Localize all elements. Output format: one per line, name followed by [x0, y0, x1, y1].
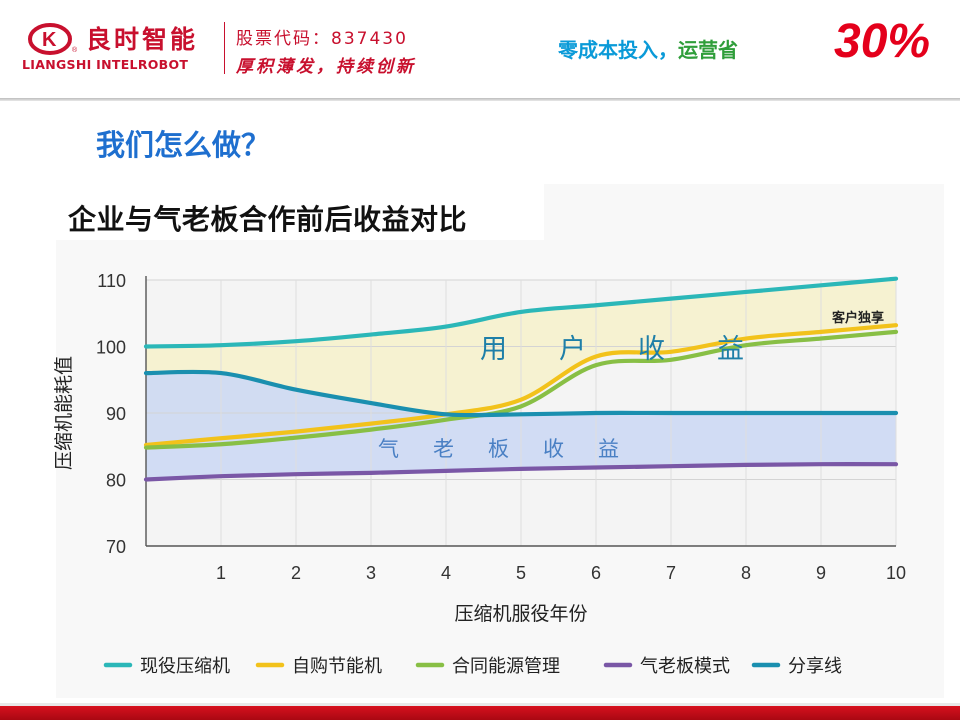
series-line-1	[143, 323, 899, 448]
slogan-percent: 30%	[834, 15, 931, 68]
series-line-0	[143, 276, 899, 349]
svg-text:K: K	[42, 29, 57, 51]
x-tick-label: 10	[886, 563, 906, 583]
legend-label: 自购节能机	[292, 656, 382, 677]
brand-name-en: LIANGSHI INTELROBOT	[22, 57, 189, 72]
brand-logo-icon: K ®	[28, 23, 78, 55]
stock-code: 股票代码：837430	[236, 29, 408, 49]
chart-title-box	[56, 184, 544, 240]
svg-text:®: ®	[72, 46, 78, 54]
series-line-4	[143, 369, 899, 418]
footer-bar	[0, 706, 960, 720]
slogan: 零成本投入，运营省	[558, 34, 738, 63]
slogan-part1: 零成本投入，	[558, 38, 678, 62]
series-line-3	[143, 462, 899, 482]
header-divider	[224, 22, 225, 74]
brand-name-cn: 良时智能	[86, 25, 199, 54]
legend-label: 分享线	[788, 656, 842, 677]
company-motto: 厚积薄发，持续创新	[236, 57, 416, 77]
slogan-part2: 运营省	[678, 38, 738, 62]
y-tick-label: 90	[106, 404, 126, 424]
header-bar: K ® 良时智能 LIANGSHI INTELROBOT 股票代码：837430…	[0, 0, 960, 98]
customer-exclusive-label: 客户独享	[832, 310, 884, 326]
x-tick-label: 4	[441, 563, 451, 583]
x-tick-label: 2	[291, 563, 301, 583]
x-tick-label: 6	[591, 563, 601, 583]
chart-title: 企业与气老板合作前后收益对比	[68, 203, 468, 236]
boss-benefit-label: 气老板收益	[378, 437, 653, 461]
y-tick-label: 80	[106, 471, 126, 491]
x-tick-label: 1	[216, 563, 226, 583]
legend-label: 现役压缩机	[140, 656, 230, 677]
y-tick-label: 100	[96, 338, 126, 358]
legend-label: 合同能源管理	[452, 656, 560, 677]
x-tick-label: 5	[516, 563, 526, 583]
y-tick-label: 70	[106, 537, 126, 557]
x-tick-label: 7	[666, 563, 676, 583]
series-line-2	[143, 329, 899, 450]
page-heading: 我们怎么做？	[96, 128, 271, 162]
legend-label: 气老板模式	[640, 656, 730, 677]
user-benefit-label: 用户收益	[480, 334, 796, 365]
x-tick-label: 9	[816, 563, 826, 583]
x-tick-label: 3	[366, 563, 376, 583]
y-tick-label: 110	[97, 271, 126, 291]
y-axis-label: 压缩机能耗值	[53, 356, 75, 470]
header-divider-line	[0, 98, 960, 101]
x-tick-label: 8	[741, 563, 751, 583]
footer-shadow	[0, 703, 960, 706]
x-axis-label: 压缩机服役年份	[454, 603, 587, 625]
